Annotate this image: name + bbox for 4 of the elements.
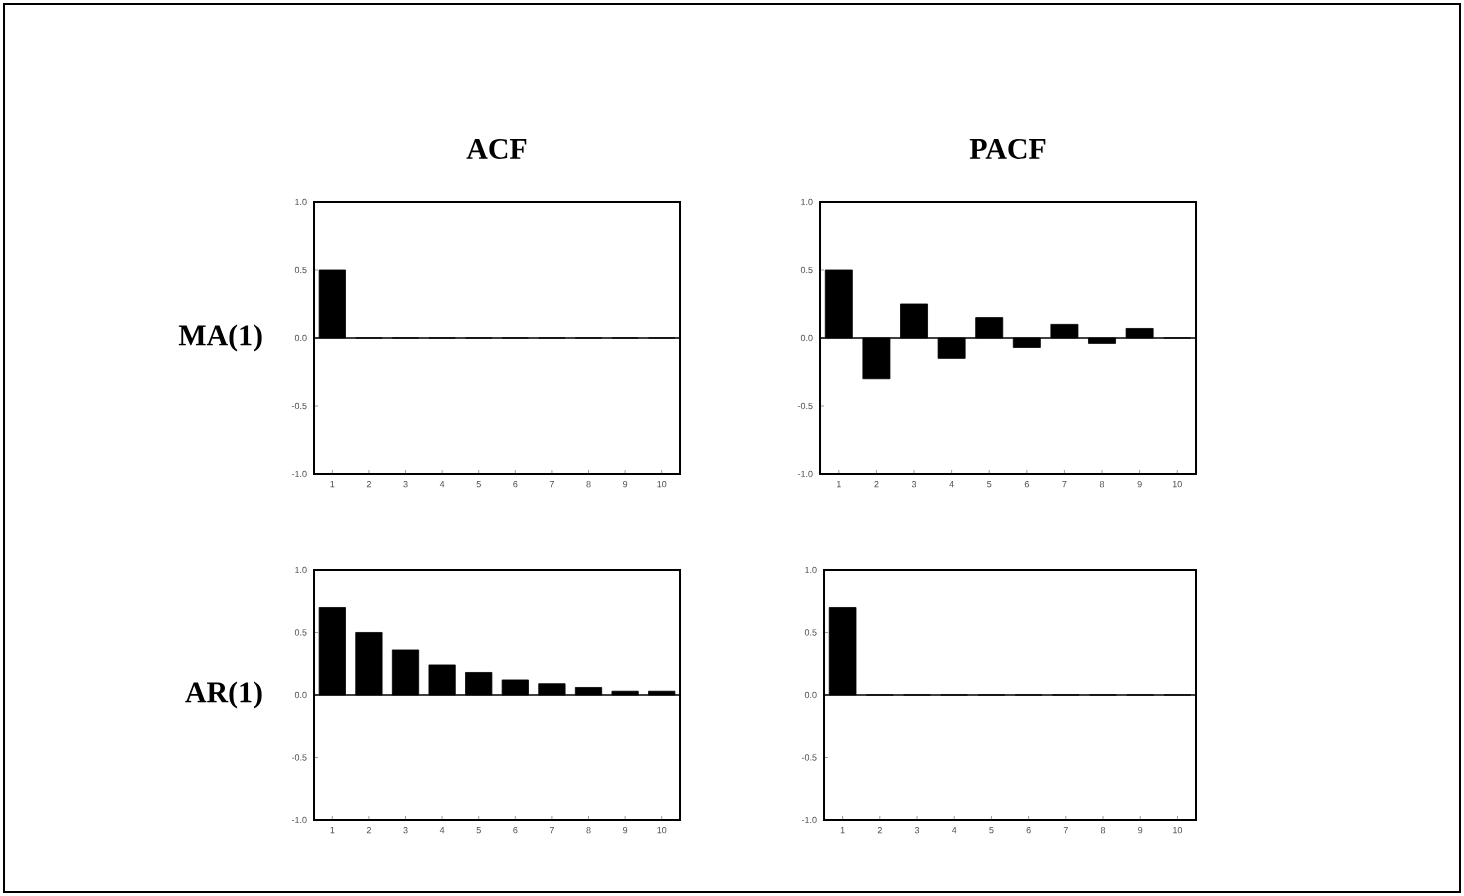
y-axis-title: MA(1)	[178, 324, 262, 352]
chart-title: ACF	[466, 138, 527, 159]
y-axis-title: AR(1)	[185, 681, 262, 709]
chart-title: PACF	[969, 138, 1046, 159]
